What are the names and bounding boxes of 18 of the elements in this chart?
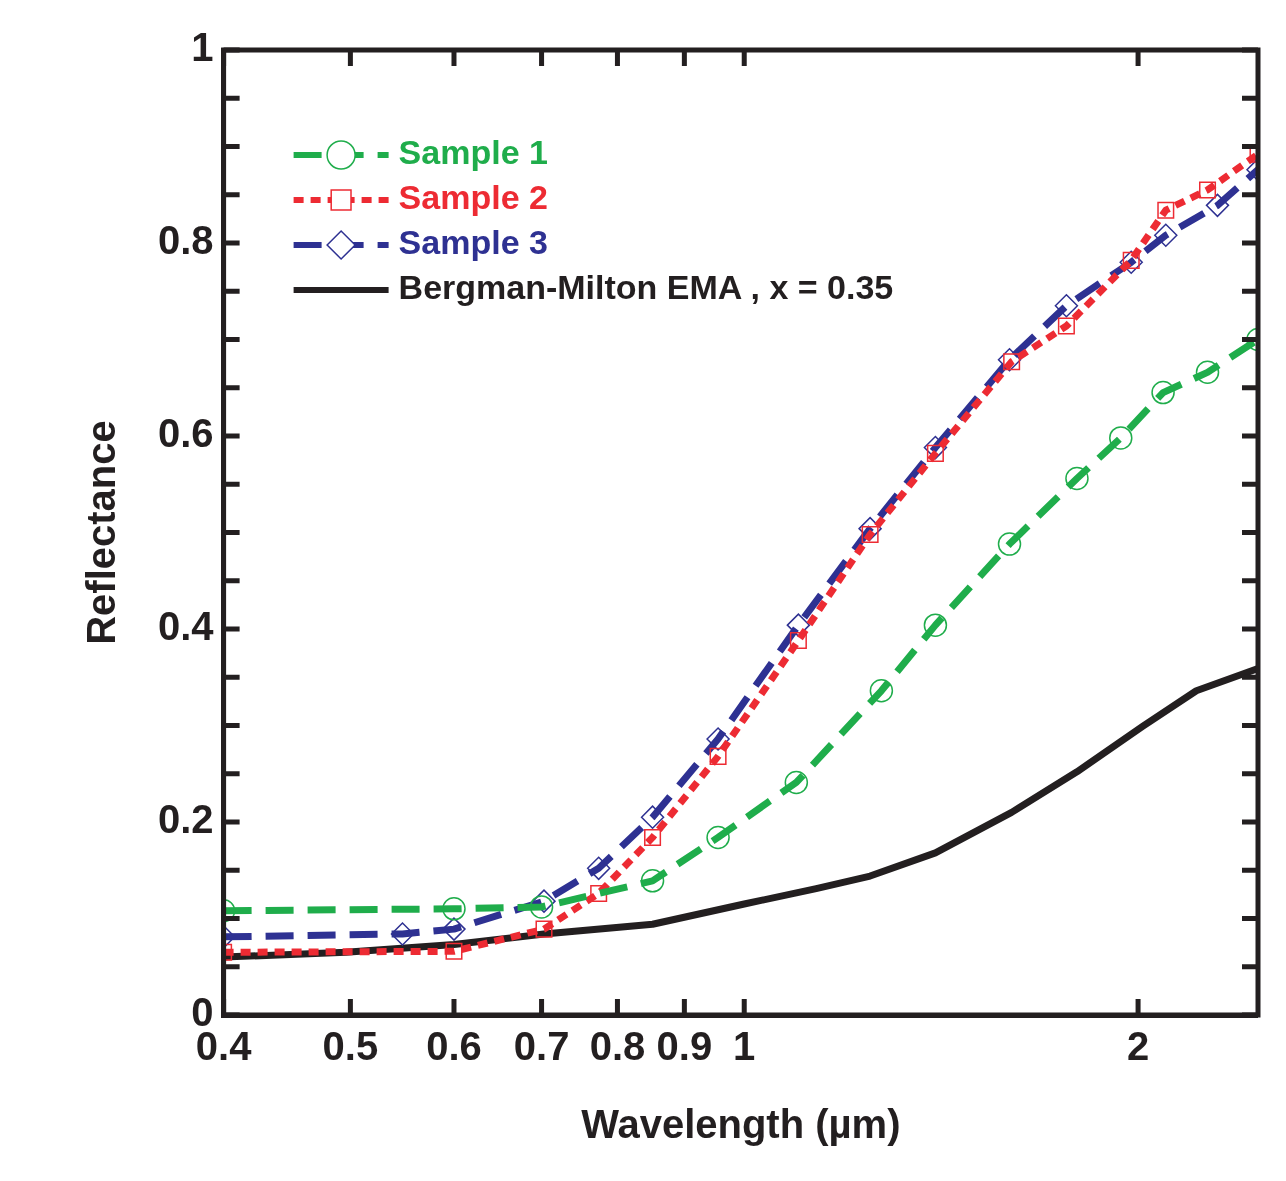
x-tick-label: 0.8 [589, 1024, 646, 1069]
x-tick-label: 0.7 [513, 1024, 570, 1069]
y-tick-label: 0.2 [158, 797, 214, 842]
y-axis-title: Reflectance [79, 420, 124, 645]
legend-label: Sample 1 [398, 133, 548, 172]
y-tick-label: 0.4 [158, 604, 215, 649]
y-tick-label: 0.8 [158, 218, 214, 263]
legend-label: Sample 3 [398, 223, 548, 262]
legend-label: Bergman-Milton EMA , x = 0.35 [398, 268, 894, 307]
x-tick-label: 2 [1126, 1024, 1150, 1069]
y-tick-label: 0.6 [158, 411, 214, 456]
x-tick-label: 0.9 [656, 1024, 713, 1069]
x-axis-title: Wavelength (µm) [581, 1102, 901, 1147]
y-tick-label: 1 [191, 25, 214, 70]
x-tick-label: 1 [733, 1024, 756, 1069]
x-tick-label: 0.6 [426, 1024, 482, 1069]
legend-label: Sample 2 [398, 178, 548, 217]
x-tick-label: 0.5 [322, 1024, 379, 1069]
